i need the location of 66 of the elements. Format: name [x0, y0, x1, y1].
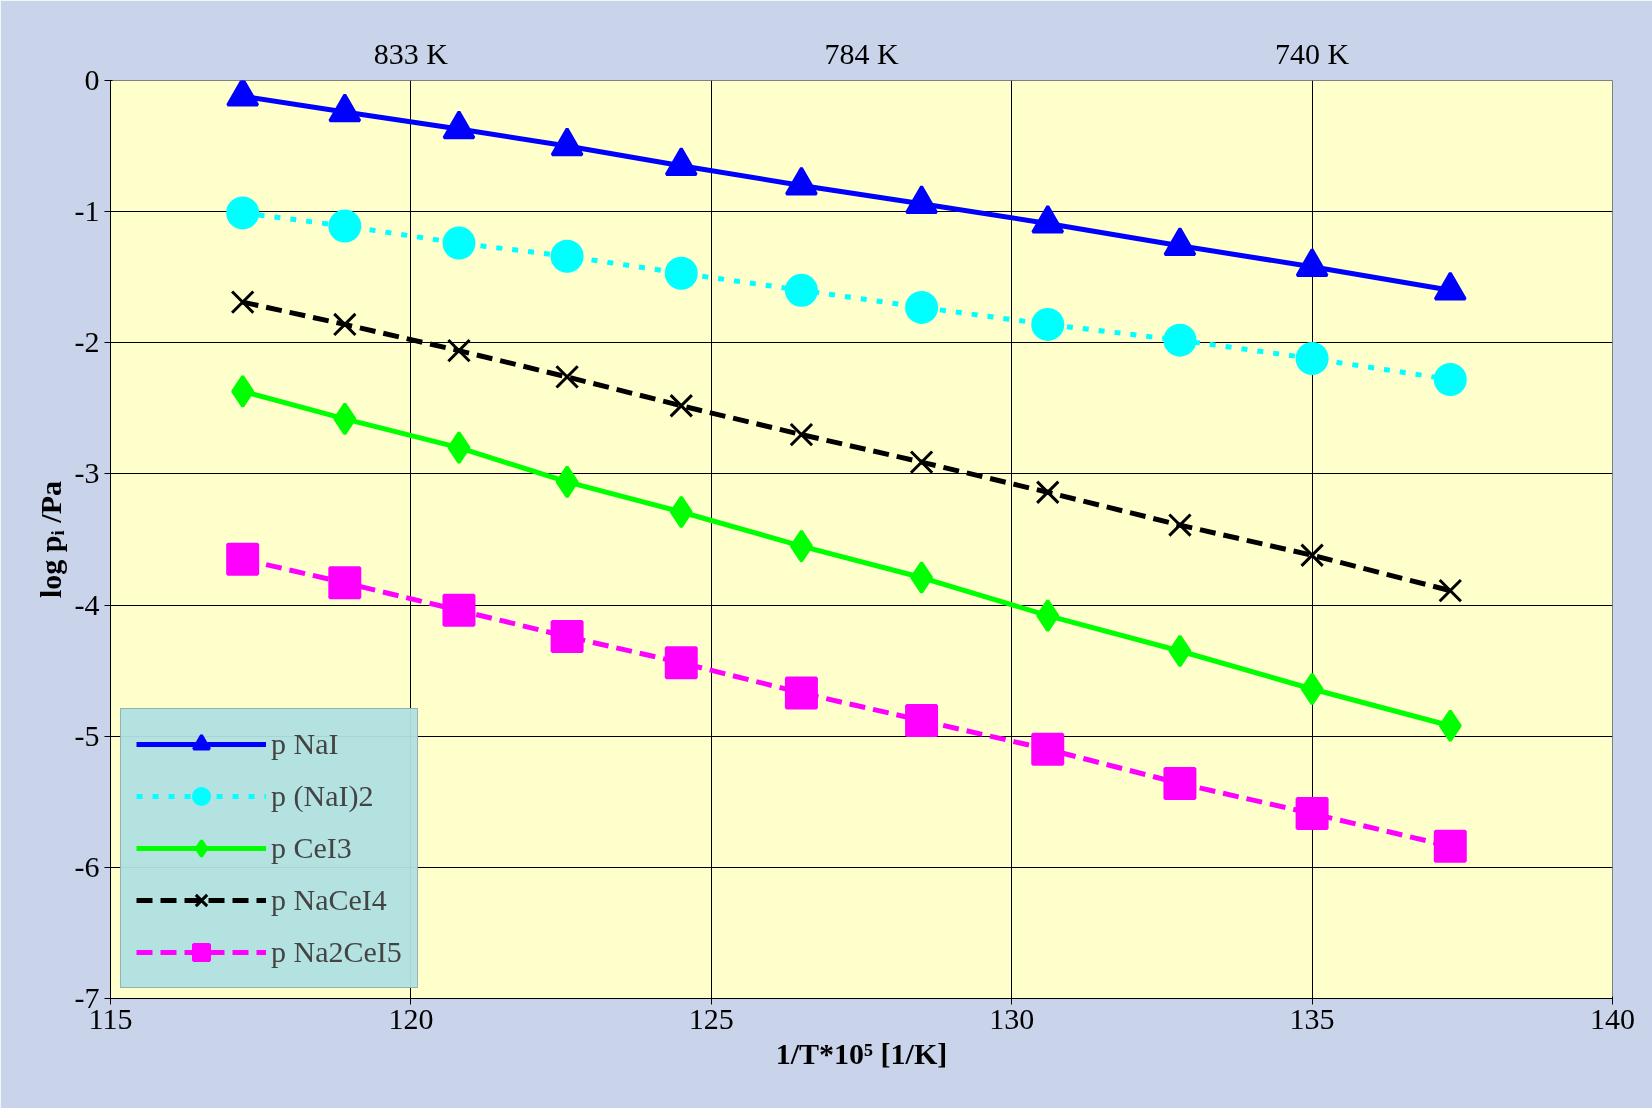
y-tick-label: -1 — [74, 194, 100, 228]
y-tick-label: -4 — [74, 587, 100, 621]
y-tick-label: -6 — [74, 849, 100, 883]
point — [1035, 480, 1060, 505]
point — [905, 290, 939, 324]
point — [230, 290, 255, 315]
point — [669, 495, 693, 529]
point — [447, 431, 471, 465]
point — [226, 542, 260, 576]
point — [789, 422, 814, 447]
x-axis-title: 1/T*10⁵ [1/K] — [775, 1036, 948, 1070]
x-tick-label: 135 — [1289, 1001, 1335, 1035]
point — [442, 593, 476, 627]
point — [784, 676, 818, 710]
point — [909, 450, 934, 475]
x-tick-label: 140 — [1590, 1001, 1635, 1035]
point — [1300, 672, 1324, 706]
text: 740 K — [1275, 36, 1350, 70]
y-tick-label: 0 — [84, 63, 100, 96]
point — [231, 374, 255, 408]
point — [442, 226, 476, 260]
point — [1299, 543, 1325, 568]
point — [446, 338, 472, 363]
point — [1295, 797, 1329, 831]
point — [550, 620, 584, 654]
point — [1036, 599, 1060, 633]
point — [550, 239, 584, 273]
point — [328, 566, 362, 600]
point — [1163, 766, 1197, 800]
point — [555, 465, 579, 499]
legend-label: p NaCeI4 — [271, 883, 387, 917]
point — [905, 703, 939, 737]
point — [1168, 634, 1192, 668]
x-tick-label: 130 — [989, 1001, 1035, 1035]
point — [1433, 363, 1467, 396]
point — [328, 209, 362, 243]
point — [1295, 342, 1329, 375]
point — [1438, 709, 1462, 743]
y-tick-label: -5 — [74, 718, 100, 752]
point — [910, 561, 934, 595]
legend-label: p NaI — [271, 727, 339, 761]
legend-label: p CeI3 — [271, 831, 352, 865]
text: 784 K — [824, 36, 899, 70]
point — [1438, 578, 1463, 603]
point — [333, 402, 357, 436]
x-tick-label: 125 — [688, 1001, 734, 1035]
point — [1163, 323, 1197, 357]
y-axis-title: log pᵢ /Pa — [33, 481, 67, 598]
point — [669, 393, 694, 418]
point — [226, 196, 260, 230]
legend-label: p (NaI)2 — [271, 779, 374, 813]
point — [1167, 512, 1193, 538]
legend-label: p Na2CeI5 — [271, 935, 402, 969]
point — [664, 256, 698, 290]
y-tick-label: -3 — [74, 456, 100, 490]
point — [664, 646, 698, 680]
point — [1031, 732, 1065, 766]
point — [1433, 829, 1467, 863]
point — [555, 364, 580, 389]
y-tick-label: -2 — [74, 325, 100, 359]
point — [789, 529, 813, 563]
x-tick-label: 120 — [388, 1001, 434, 1035]
point — [784, 273, 818, 307]
text: 833 K — [373, 36, 449, 70]
point — [332, 312, 357, 337]
point — [1031, 307, 1065, 341]
